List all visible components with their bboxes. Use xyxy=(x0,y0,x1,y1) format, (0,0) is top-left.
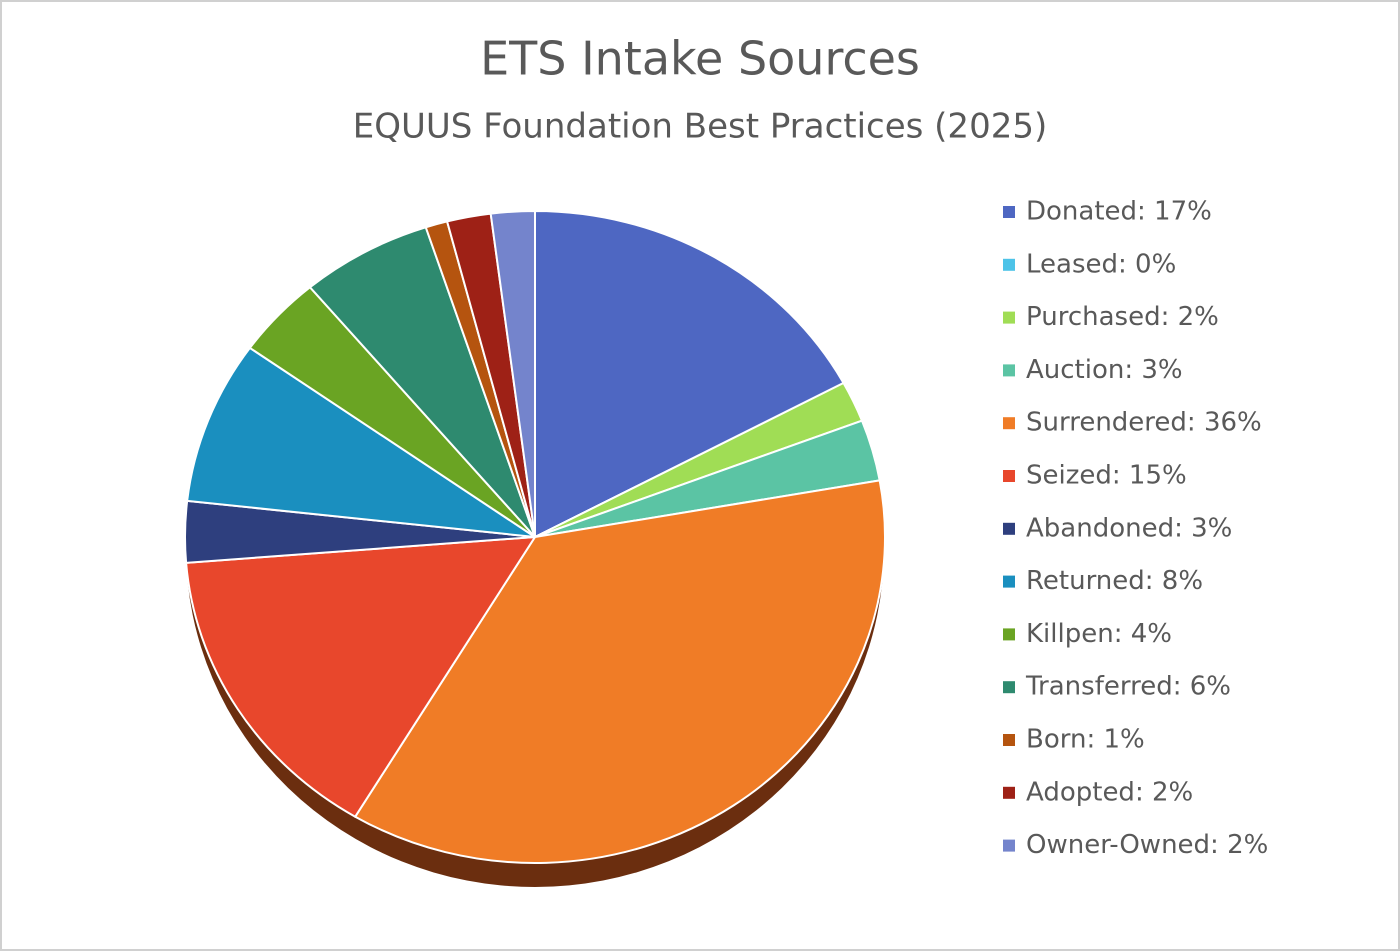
legend-label: Abandoned: 3% xyxy=(1026,513,1232,543)
legend-swatch xyxy=(1003,628,1015,641)
legend-label: Donated: 17% xyxy=(1026,197,1212,227)
legend-swatch xyxy=(1003,575,1015,588)
legend-swatch xyxy=(1003,681,1015,694)
legend-label: Surrendered: 36% xyxy=(1026,408,1262,438)
chart-subtitle: EQUUS Foundation Best Practices (2025) xyxy=(353,107,1047,147)
legend-label: Seized: 15% xyxy=(1026,461,1187,491)
legend-label: Returned: 8% xyxy=(1026,566,1203,596)
legend-label: Auction: 3% xyxy=(1026,355,1183,385)
legend-swatch xyxy=(1003,522,1015,535)
legend-swatch xyxy=(1003,470,1015,482)
pie-slice xyxy=(308,226,536,538)
pie-slice xyxy=(353,479,886,864)
pie-slice xyxy=(185,535,537,819)
legend-label: Adopted: 2% xyxy=(1026,777,1193,807)
legend-swatch xyxy=(1003,417,1015,430)
legend-swatch xyxy=(1003,311,1015,324)
legend-label: Purchased: 2% xyxy=(1026,302,1219,332)
legend-swatch xyxy=(1003,364,1015,377)
legend-swatch xyxy=(1003,786,1015,799)
legend-label: Owner-Owned: 2% xyxy=(1026,830,1268,860)
chart-title: ETS Intake Sources xyxy=(480,32,920,86)
legend-label: Leased: 0% xyxy=(1026,249,1176,279)
legend-swatch xyxy=(1003,258,1015,271)
legend-label: Born: 1% xyxy=(1026,725,1145,755)
pie-slice xyxy=(489,209,536,538)
pie-slice xyxy=(534,209,845,539)
legend-label: Transferred: 6% xyxy=(1025,672,1231,702)
legend-swatch xyxy=(1003,734,1015,746)
legend-swatch xyxy=(1003,839,1015,852)
legend-label: Killpen: 4% xyxy=(1026,619,1172,649)
pie-slice xyxy=(186,346,536,538)
legend-swatch xyxy=(1003,206,1015,218)
